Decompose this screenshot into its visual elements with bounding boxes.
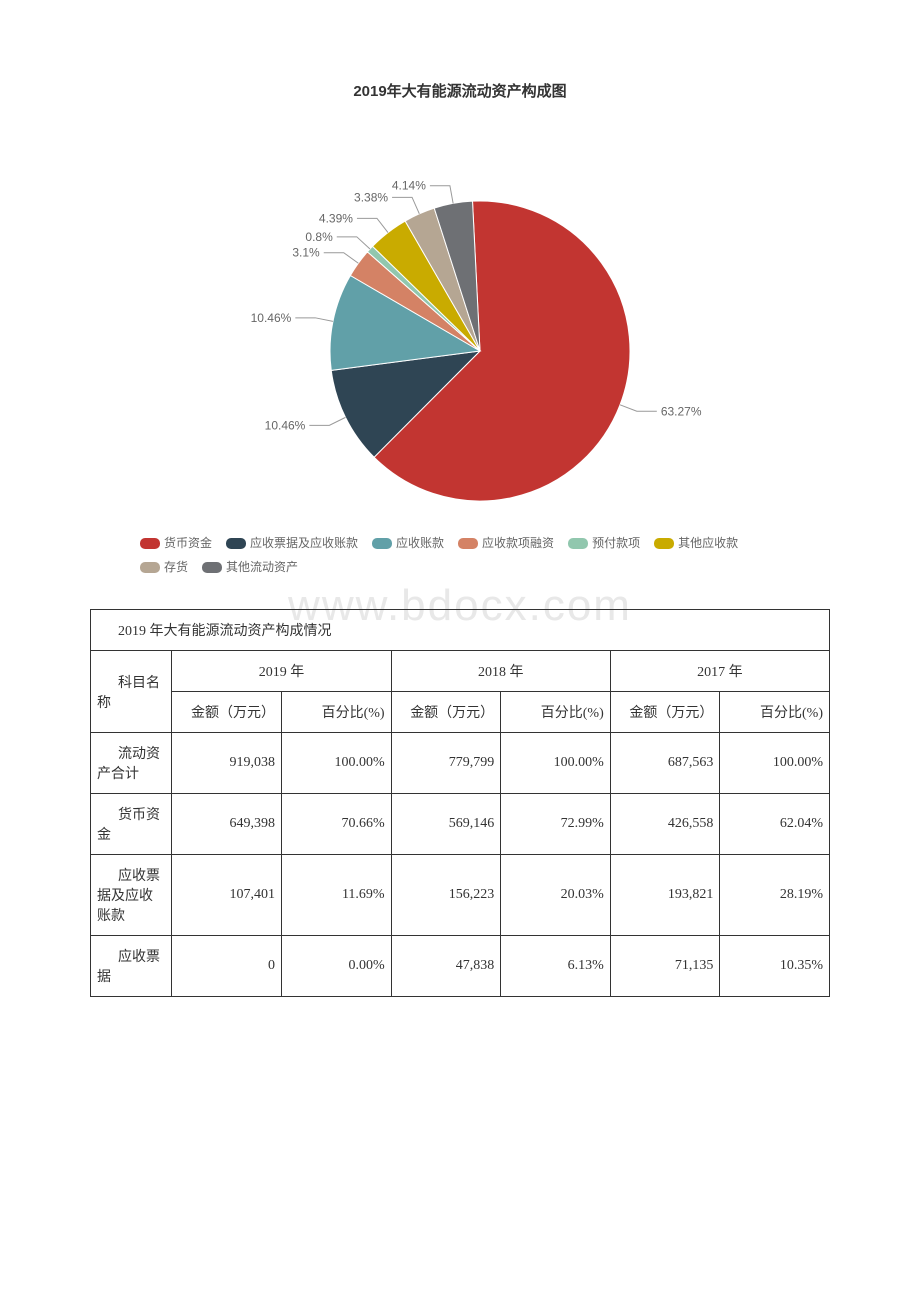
table-row: 应收票据及应收账款107,40111.69%156,22320.03%193,8… xyxy=(91,855,830,936)
data-table: 2019 年大有能源流动资产构成情况 科目名称 2019 年 2018 年 20… xyxy=(90,609,830,997)
year-2017: 2017 年 xyxy=(610,651,829,692)
row-name: 流动资产合计 xyxy=(91,733,172,794)
chart-title: 2019年大有能源流动资产构成图 xyxy=(90,80,830,101)
cell: 100.00% xyxy=(720,733,830,794)
table-row: 流动资产合计919,038100.00%779,799100.00%687,56… xyxy=(91,733,830,794)
sub-amount: 金额（万元） xyxy=(610,692,720,733)
legend-label: 其他流动资产 xyxy=(226,560,298,574)
legend-item: 其他流动资产 xyxy=(202,555,298,579)
cell: 100.00% xyxy=(282,733,392,794)
pie-leader xyxy=(337,237,370,249)
legend-item: 其他应收款 xyxy=(654,531,738,555)
year-2019: 2019 年 xyxy=(172,651,391,692)
legend-swatch xyxy=(226,538,246,549)
cell: 47,838 xyxy=(391,936,501,997)
pie-leader xyxy=(324,253,359,264)
legend-item: 货币资金 xyxy=(140,531,212,555)
cell: 20.03% xyxy=(501,855,611,936)
cell: 919,038 xyxy=(172,733,282,794)
legend-label: 应收票据及应收账款 xyxy=(250,536,358,550)
sub-amount: 金额（万元） xyxy=(391,692,501,733)
cell: 569,146 xyxy=(391,794,501,855)
sub-percent: 百分比(%) xyxy=(282,692,392,733)
legend-label: 应收账款 xyxy=(396,536,444,550)
cell: 156,223 xyxy=(391,855,501,936)
legend-item: 应收款项融资 xyxy=(458,531,554,555)
row-name: 货币资金 xyxy=(91,794,172,855)
pie-leader xyxy=(309,417,345,425)
table-row: 应收票据00.00%47,8386.13%71,13510.35% xyxy=(91,936,830,997)
legend-label: 预付款项 xyxy=(592,536,640,550)
row-name: 应收票据 xyxy=(91,936,172,997)
pie-leader xyxy=(620,405,657,411)
table-title-row: 2019 年大有能源流动资产构成情况 xyxy=(91,610,830,651)
cell: 71,135 xyxy=(610,936,720,997)
pie-chart: 63.27% 10.46% 10.46% 3.1% 0.8% 4.39%3.38% 4.14… xyxy=(90,121,830,521)
legend-swatch xyxy=(568,538,588,549)
legend-swatch xyxy=(654,538,674,549)
sub-percent: 百分比(%) xyxy=(720,692,830,733)
table-row: 货币资金649,39870.66%569,14672.99%426,55862.… xyxy=(91,794,830,855)
legend-label: 其他应收款 xyxy=(678,536,738,550)
cell: 0.00% xyxy=(282,936,392,997)
legend-label: 存货 xyxy=(164,560,188,574)
sub-percent: 百分比(%) xyxy=(501,692,611,733)
cell: 100.00% xyxy=(501,733,611,794)
cell: 62.04% xyxy=(720,794,830,855)
cell: 779,799 xyxy=(391,733,501,794)
cell: 107,401 xyxy=(172,855,282,936)
row-header-label: 科目名称 xyxy=(91,651,172,733)
legend-item: 应收账款 xyxy=(372,531,444,555)
pie-label: 10.46% xyxy=(251,311,292,325)
year-2018: 2018 年 xyxy=(391,651,610,692)
legend-swatch xyxy=(140,538,160,549)
legend-swatch xyxy=(140,562,160,573)
pie-label: 3.1% xyxy=(292,246,320,260)
pie-leader xyxy=(430,186,453,204)
legend-swatch xyxy=(458,538,478,549)
cell: 72.99% xyxy=(501,794,611,855)
cell: 6.13% xyxy=(501,936,611,997)
pie-label: 0.8% xyxy=(305,230,333,244)
table-header-years: 科目名称 2019 年 2018 年 2017 年 xyxy=(91,651,830,692)
cell: 649,398 xyxy=(172,794,282,855)
table-header-sub: 金额（万元） 百分比(%) 金额（万元） 百分比(%) 金额（万元） 百分比(%… xyxy=(91,692,830,733)
chart-legend: 货币资金 应收票据及应收账款 应收账款 应收款项融资 预付款项 其他应收款存货 其他流动资产 xyxy=(90,531,830,609)
cell: 11.69% xyxy=(282,855,392,936)
pie-leader xyxy=(295,318,333,322)
row-name: 应收票据及应收账款 xyxy=(91,855,172,936)
legend-item: 预付款项 xyxy=(568,531,640,555)
pie-leader xyxy=(357,218,388,232)
cell: 10.35% xyxy=(720,936,830,997)
legend-swatch xyxy=(202,562,222,573)
cell: 0 xyxy=(172,936,282,997)
pie-leader xyxy=(392,197,419,213)
cell: 28.19% xyxy=(720,855,830,936)
pie-label: 63.27% xyxy=(661,404,702,418)
legend-swatch xyxy=(372,538,392,549)
pie-label: 4.39% xyxy=(319,211,353,225)
legend-label: 应收款项融资 xyxy=(482,536,554,550)
table-title: 2019 年大有能源流动资产构成情况 xyxy=(91,610,830,651)
cell: 426,558 xyxy=(610,794,720,855)
pie-label: 4.14% xyxy=(392,179,426,193)
legend-label: 货币资金 xyxy=(164,536,212,550)
sub-amount: 金额（万元） xyxy=(172,692,282,733)
cell: 193,821 xyxy=(610,855,720,936)
pie-label: 10.46% xyxy=(265,418,306,432)
legend-item: 存货 xyxy=(140,555,188,579)
pie-label: 3.38% xyxy=(354,190,388,204)
cell: 687,563 xyxy=(610,733,720,794)
legend-item: 应收票据及应收账款 xyxy=(226,531,358,555)
cell: 70.66% xyxy=(282,794,392,855)
